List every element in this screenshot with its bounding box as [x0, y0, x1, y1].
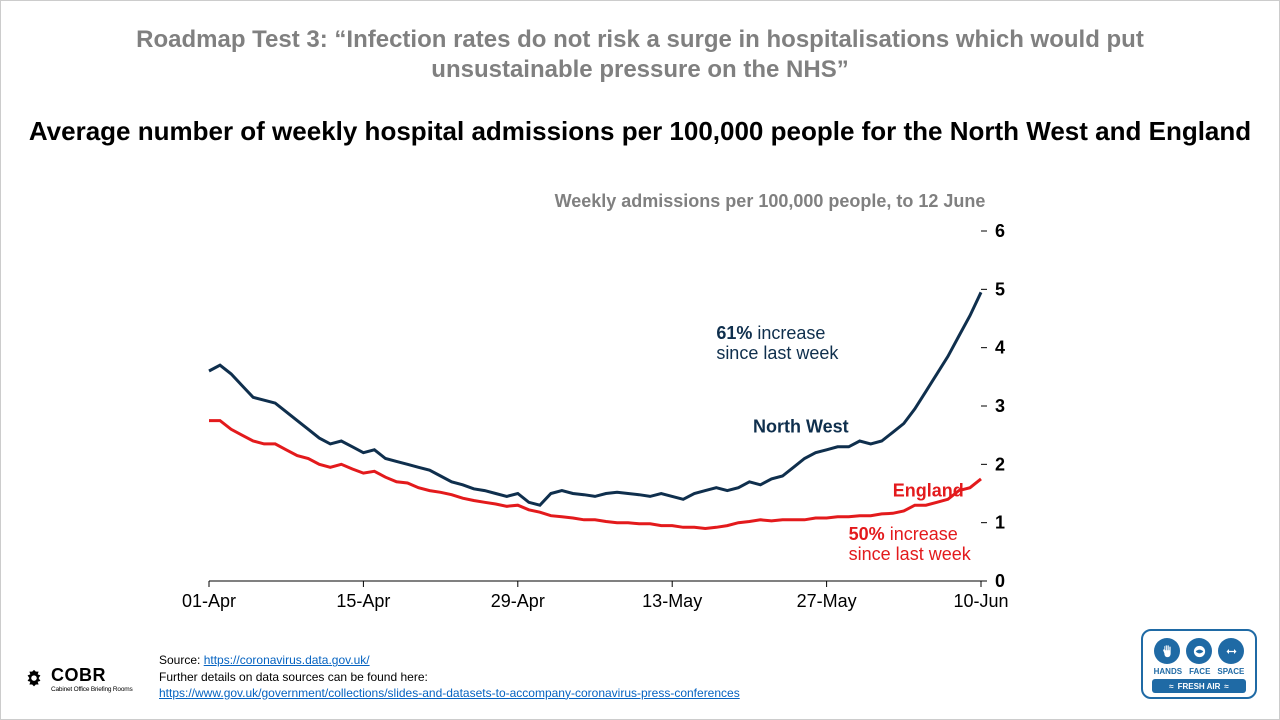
svg-text:2: 2	[995, 454, 1005, 474]
hands-face-space-badge: HANDS FACE SPACE ≈FRESH AIR≈	[1141, 629, 1257, 699]
cobr-subtitle: Cabinet Office Briefing Rooms	[51, 686, 133, 693]
cobr-title: COBR	[51, 665, 133, 686]
svg-text:4: 4	[995, 338, 1005, 358]
svg-text:50% increasesince last week: 50% increasesince last week	[849, 524, 972, 564]
svg-text:27-May: 27-May	[797, 591, 857, 611]
svg-text:13-May: 13-May	[642, 591, 702, 611]
svg-text:0: 0	[995, 571, 1005, 591]
details-label: Further details on data sources can be f…	[159, 669, 740, 685]
supertitle: Roadmap Test 3: “Infection rates do not …	[1, 25, 1279, 85]
source-footer: Source: https://coronavirus.data.gov.uk/…	[159, 652, 740, 701]
chart-title: Average number of weekly hospital admiss…	[1, 115, 1279, 148]
source-link[interactable]: https://coronavirus.data.gov.uk/	[204, 653, 370, 667]
details-link[interactable]: https://www.gov.uk/government/collection…	[159, 686, 740, 700]
badge-label-space: SPACE	[1217, 667, 1244, 676]
svg-text:1: 1	[995, 513, 1005, 533]
svg-text:01-Apr: 01-Apr	[182, 591, 236, 611]
svg-text:North West: North West	[753, 416, 849, 436]
svg-text:29-Apr: 29-Apr	[491, 591, 545, 611]
svg-text:61% increasesince last week: 61% increasesince last week	[716, 323, 839, 363]
hands-icon	[1154, 638, 1180, 664]
face-icon	[1186, 638, 1212, 664]
badge-label-face: FACE	[1189, 667, 1210, 676]
badge-fresh-air: ≈FRESH AIR≈	[1152, 679, 1246, 693]
space-icon	[1218, 638, 1244, 664]
chart-area: 012345601-Apr15-Apr29-Apr13-May27-May10-…	[201, 221, 1021, 621]
chart-subtitle: Weekly admissions per 100,000 people, to…	[1, 191, 1279, 212]
svg-text:10-Jun: 10-Jun	[953, 591, 1008, 611]
cobr-logo: COBR Cabinet Office Briefing Rooms	[23, 665, 133, 693]
source-label: Source:	[159, 653, 204, 667]
crest-icon	[23, 668, 45, 690]
line-chart: 012345601-Apr15-Apr29-Apr13-May27-May10-…	[201, 221, 1021, 621]
badge-strip-text: FRESH AIR	[1178, 682, 1221, 691]
svg-text:3: 3	[995, 396, 1005, 416]
svg-text:5: 5	[995, 279, 1005, 299]
svg-text:15-Apr: 15-Apr	[336, 591, 390, 611]
svg-text:6: 6	[995, 221, 1005, 241]
svg-text:England: England	[893, 480, 964, 500]
badge-label-hands: HANDS	[1154, 667, 1182, 676]
